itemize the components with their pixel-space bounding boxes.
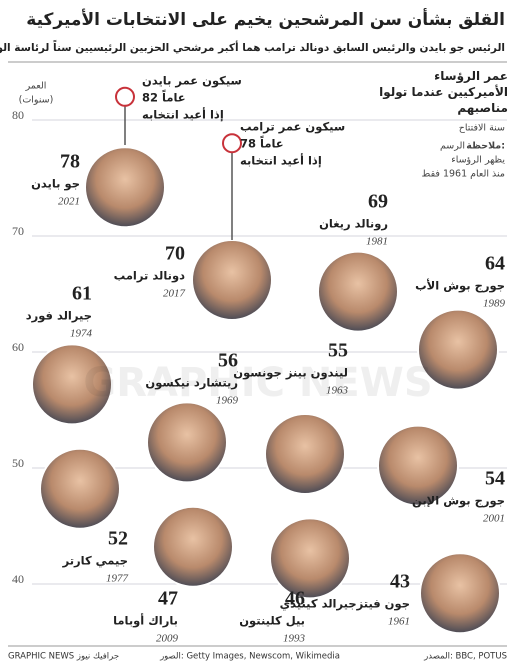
- president-name: جو بايدن: [31, 177, 80, 192]
- age-label: 54: [485, 468, 505, 490]
- age-label: 69: [368, 191, 388, 213]
- legend-subtitle: سنة الافتتاح: [459, 123, 505, 134]
- legend-title: عمر الرؤساء الأميركيين عندما تولوا مناصب…: [379, 69, 508, 115]
- inauguration-year: 1977: [106, 573, 129, 585]
- president-name: جيرالد فورد: [26, 309, 92, 324]
- annotation-value: 82 عاماً: [142, 89, 186, 105]
- age-label: 46: [285, 588, 305, 610]
- age-label: 52: [108, 528, 128, 550]
- footer-source: المصدر: BBC, POTUS: [423, 652, 507, 662]
- inauguration-year: 2009: [156, 633, 179, 645]
- portrait: [191, 239, 273, 321]
- annotation: سيكون عمر ترامب: [240, 120, 345, 135]
- president-name: رونالد ريغان: [319, 217, 388, 232]
- note: يظهر الرؤساء: [451, 155, 505, 166]
- president-name: باراك أوباما: [113, 613, 178, 629]
- footer-photos: الصور: Getty Images, Newscom, Wikimedia: [159, 652, 340, 662]
- president-name: ليندون بينز جونسون: [233, 366, 348, 381]
- future-age: [222, 133, 242, 154]
- age-label: 64: [485, 253, 505, 275]
- president-name: جورج بوش الأب: [415, 279, 505, 294]
- age-label: 70: [165, 243, 185, 265]
- president-name: ريتشارد نيكسون: [145, 376, 238, 391]
- inauguration-year: 2001: [483, 513, 505, 525]
- portrait: [39, 447, 121, 530]
- portrait: [417, 308, 499, 391]
- portrait: [264, 413, 346, 495]
- note: الرسم: [440, 141, 465, 152]
- footer-brand: GRAPHIC NEWS جرافيك نيوز: [8, 652, 119, 662]
- y-tick-label: 70: [12, 224, 24, 238]
- portrait: [31, 343, 113, 426]
- president-name: دونالد ترامب: [114, 269, 185, 284]
- y-tick-label: 40: [12, 572, 24, 586]
- subtitle: الرئيس جو بايدن والرئيس السابق دونالد تر…: [0, 40, 505, 54]
- inauguration-year: 1993: [283, 633, 306, 645]
- portrait: [377, 424, 459, 507]
- annotation: سيكون عمر بايدن: [142, 73, 242, 88]
- y-unit: (سنوات): [19, 95, 54, 106]
- president-name: بيل كلينتون: [239, 614, 305, 629]
- portrait: [152, 505, 234, 588]
- inauguration-year: 1981: [366, 236, 388, 248]
- y-tick-label: 80: [12, 108, 24, 122]
- inauguration-year: 1963: [326, 385, 349, 397]
- y-tick-label: 50: [12, 456, 24, 470]
- watermark: GRAPHIC NEWS: [83, 360, 432, 406]
- inauguration-year: 2017: [163, 288, 186, 300]
- annotation-value: 78 عاماً: [240, 135, 284, 151]
- portrait: [84, 146, 166, 229]
- plot: 40 50 60 70 80 78 جو بايدن 2021 70 دونالد ترامب 20…: [12, 73, 507, 645]
- president-name: جورج بوش الإبن: [412, 494, 505, 509]
- president-name: جيمي كارتر: [62, 554, 128, 568]
- annotation-note: إذا أعيد انتخابه: [240, 153, 322, 168]
- y-label: العمر: [25, 81, 47, 92]
- age-label: 56: [218, 350, 238, 372]
- portrait: [146, 401, 228, 484]
- inauguration-year: 2021: [58, 196, 80, 208]
- inauguration-year: 1961: [388, 616, 410, 628]
- annotation-note: إذا أعيد انتخابه: [142, 106, 224, 121]
- y-tick-label: 60: [12, 340, 24, 354]
- age-label: 43: [390, 571, 410, 593]
- future-age: [115, 86, 135, 107]
- age-label: 55: [328, 340, 348, 362]
- note: ملاحظة:: [466, 141, 505, 152]
- title: القلق بشأن سن المرشحين يخيم على الانتخاب…: [26, 8, 505, 30]
- portrait: [269, 517, 351, 600]
- portrait: [419, 552, 501, 635]
- inauguration-year: 1989: [483, 298, 506, 310]
- inauguration-year: 1974: [70, 328, 93, 340]
- president-name: جون فيتزجيرالد كينيدي: [280, 597, 410, 612]
- age-label: 47: [158, 588, 178, 610]
- inauguration-year: 1969: [216, 395, 239, 407]
- legend: عمر الرؤساء الأميركيين عندما تولوا مناصب…: [379, 69, 508, 115]
- age-label: 78: [60, 151, 80, 173]
- age-label: 61: [72, 283, 92, 305]
- note: منذ العام 1961 فقط: [422, 169, 505, 180]
- portrait: [317, 250, 399, 333]
